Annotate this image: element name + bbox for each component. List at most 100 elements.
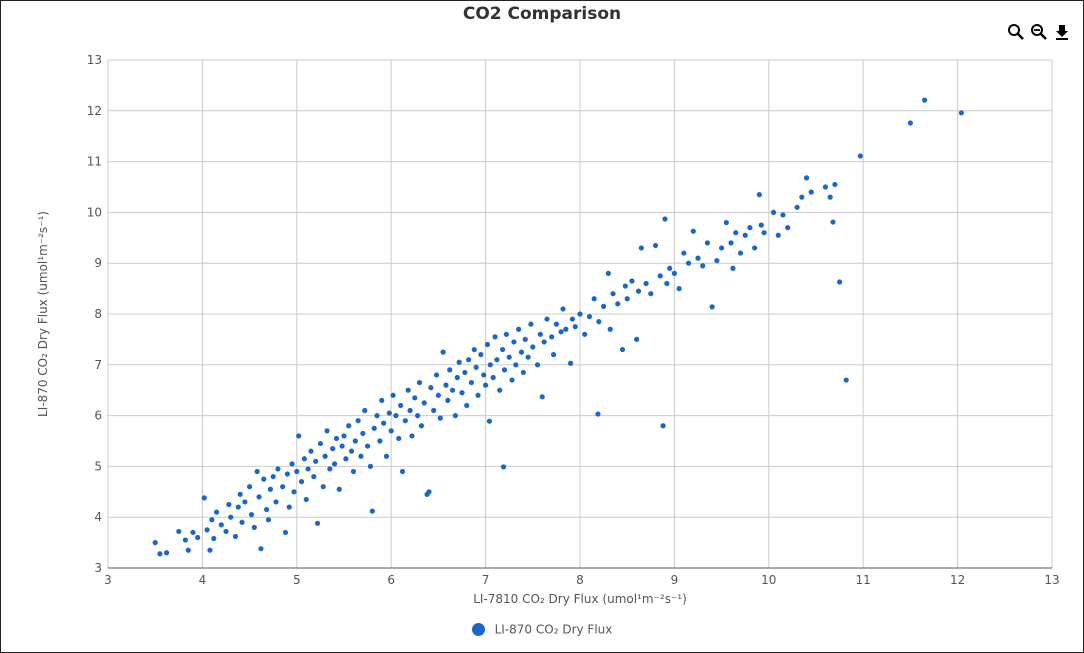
data-point[interactable]	[226, 501, 232, 508]
data-point[interactable]	[341, 433, 347, 439]
data-point[interactable]	[371, 425, 377, 431]
data-point[interactable]	[381, 420, 387, 426]
data-point[interactable]	[478, 352, 484, 358]
data-point[interactable]	[435, 392, 441, 398]
data-point[interactable]	[596, 319, 602, 325]
data-point[interactable]	[624, 296, 630, 302]
data-point[interactable]	[758, 222, 764, 228]
data-point[interactable]	[213, 509, 220, 515]
data-point[interactable]	[582, 331, 588, 337]
data-point[interactable]	[700, 263, 706, 269]
data-point[interactable]	[377, 438, 383, 444]
data-point[interactable]	[473, 364, 479, 370]
data-point[interactable]	[671, 270, 678, 276]
data-point[interactable]	[499, 346, 506, 353]
data-point[interactable]	[346, 423, 352, 429]
data-point[interactable]	[452, 413, 458, 419]
data-point[interactable]	[537, 331, 543, 337]
data-point[interactable]	[431, 407, 437, 414]
data-point[interactable]	[270, 473, 276, 480]
data-point[interactable]	[483, 382, 489, 388]
data-point[interactable]	[685, 260, 692, 266]
data-point[interactable]	[534, 362, 541, 368]
data-point[interactable]	[163, 550, 170, 556]
data-point[interactable]	[176, 528, 182, 535]
data-point[interactable]	[518, 349, 525, 355]
data-point[interactable]	[761, 230, 767, 236]
data-point[interactable]	[660, 423, 666, 429]
data-point[interactable]	[265, 517, 272, 523]
data-point[interactable]	[652, 242, 659, 249]
data-point[interactable]	[511, 339, 517, 345]
data-point[interactable]	[418, 423, 425, 429]
data-point[interactable]	[440, 349, 446, 355]
data-point[interactable]	[541, 339, 547, 345]
data-point[interactable]	[248, 512, 255, 518]
data-point[interactable]	[827, 194, 833, 200]
data-point[interactable]	[365, 443, 371, 449]
data-point[interactable]	[497, 387, 503, 393]
data-point[interactable]	[569, 316, 576, 322]
data-point[interactable]	[409, 433, 415, 439]
data-point[interactable]	[190, 529, 196, 536]
data-point[interactable]	[586, 313, 593, 320]
data-point[interactable]	[405, 387, 411, 393]
data-point[interactable]	[247, 484, 253, 490]
data-point[interactable]	[664, 280, 670, 287]
data-point[interactable]	[367, 463, 374, 469]
data-point[interactable]	[681, 250, 687, 256]
data-point[interactable]	[343, 456, 349, 462]
data-point[interactable]	[256, 494, 262, 500]
data-point[interactable]	[462, 369, 468, 376]
data-point[interactable]	[336, 486, 342, 492]
data-point[interactable]	[471, 346, 477, 353]
data-point[interactable]	[695, 255, 701, 261]
data-point[interactable]	[466, 357, 472, 363]
data-point[interactable]	[232, 533, 239, 540]
data-point[interactable]	[393, 413, 399, 419]
data-point[interactable]	[635, 288, 642, 294]
data-point[interactable]	[282, 529, 289, 536]
data-point[interactable]	[311, 473, 317, 480]
data-point[interactable]	[468, 379, 475, 386]
data-point[interactable]	[443, 382, 449, 388]
data-point[interactable]	[553, 321, 560, 327]
data-point[interactable]	[251, 524, 257, 530]
data-point[interactable]	[211, 535, 217, 542]
data-point[interactable]	[490, 374, 496, 381]
data-point[interactable]	[331, 461, 338, 467]
data-point[interactable]	[516, 326, 522, 332]
data-point[interactable]	[301, 456, 307, 462]
data-point[interactable]	[530, 344, 536, 350]
data-point[interactable]	[550, 352, 557, 358]
data-point[interactable]	[506, 354, 512, 360]
data-point[interactable]	[591, 296, 597, 302]
data-point[interactable]	[218, 522, 224, 528]
data-point[interactable]	[204, 527, 210, 533]
data-point[interactable]	[327, 466, 333, 472]
data-point[interactable]	[398, 402, 404, 409]
data-point[interactable]	[374, 413, 380, 419]
legend[interactable]: LI-870 CO₂ Dry Flux	[1, 622, 1083, 637]
data-point[interactable]	[152, 540, 158, 546]
data-point[interactable]	[399, 468, 406, 475]
data-point[interactable]	[261, 476, 267, 482]
data-point[interactable]	[509, 377, 515, 383]
data-point[interactable]	[615, 301, 621, 307]
data-point[interactable]	[486, 418, 492, 424]
data-point[interactable]	[185, 547, 191, 553]
data-point[interactable]	[610, 291, 616, 297]
data-point[interactable]	[459, 390, 465, 396]
data-point[interactable]	[388, 428, 394, 434]
data-point[interactable]	[421, 400, 427, 406]
data-point[interactable]	[719, 245, 725, 251]
data-point[interactable]	[445, 397, 451, 403]
data-point[interactable]	[475, 392, 481, 398]
data-point[interactable]	[360, 430, 366, 436]
data-point[interactable]	[657, 273, 663, 279]
data-point[interactable]	[228, 514, 234, 520]
data-point[interactable]	[605, 270, 611, 276]
data-point[interactable]	[280, 484, 286, 490]
data-point[interactable]	[263, 506, 270, 513]
data-point[interactable]	[958, 110, 964, 116]
